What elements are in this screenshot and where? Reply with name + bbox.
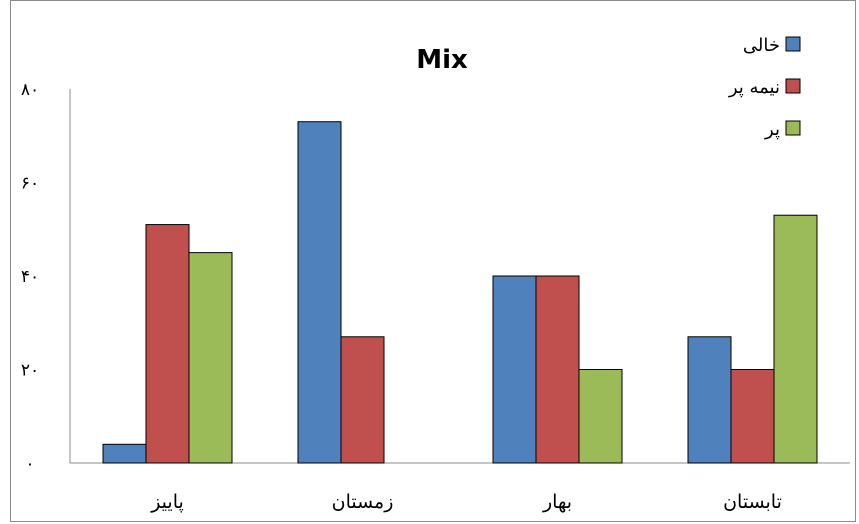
x-tick-label: زمستان: [332, 491, 394, 513]
legend-swatch: [785, 36, 801, 52]
y-tick-label: ۶٠: [21, 174, 39, 194]
bar: [687, 336, 732, 464]
bars: [102, 121, 818, 464]
legend-swatch: [785, 120, 801, 136]
bar: [578, 369, 623, 464]
x-tick-label: بهار: [542, 491, 572, 513]
y-tick-label: ٠: [25, 454, 34, 474]
bar: [535, 275, 580, 464]
x-tick-labels: پاییز زمستان بهار تابستان: [150, 491, 782, 513]
bar: [492, 275, 537, 464]
bar: [188, 252, 233, 464]
x-tick-label: تابستان: [723, 491, 782, 513]
bar: [145, 224, 190, 464]
y-tick-label: ٨٠: [21, 80, 39, 100]
legend-label: نیمه پر: [728, 77, 780, 98]
x-tick-label: پاییز: [150, 491, 184, 513]
bar: [102, 443, 147, 464]
bar: [730, 369, 775, 464]
y-tick-labels: ٠ ٢٠ ۴٠ ۶٠ ٨٠: [21, 80, 39, 474]
chart-title: Mix: [416, 45, 468, 75]
y-tick-label: ٢٠: [21, 361, 39, 381]
bar: [340, 336, 385, 464]
legend-label: خالی: [743, 35, 780, 56]
bar: [297, 121, 342, 464]
y-tick-label: ۴٠: [21, 267, 39, 287]
legend-swatch: [785, 78, 801, 94]
legend: خالی نیمه پر پر: [728, 35, 801, 140]
legend-label: پر: [764, 119, 780, 140]
bar: [773, 214, 818, 464]
